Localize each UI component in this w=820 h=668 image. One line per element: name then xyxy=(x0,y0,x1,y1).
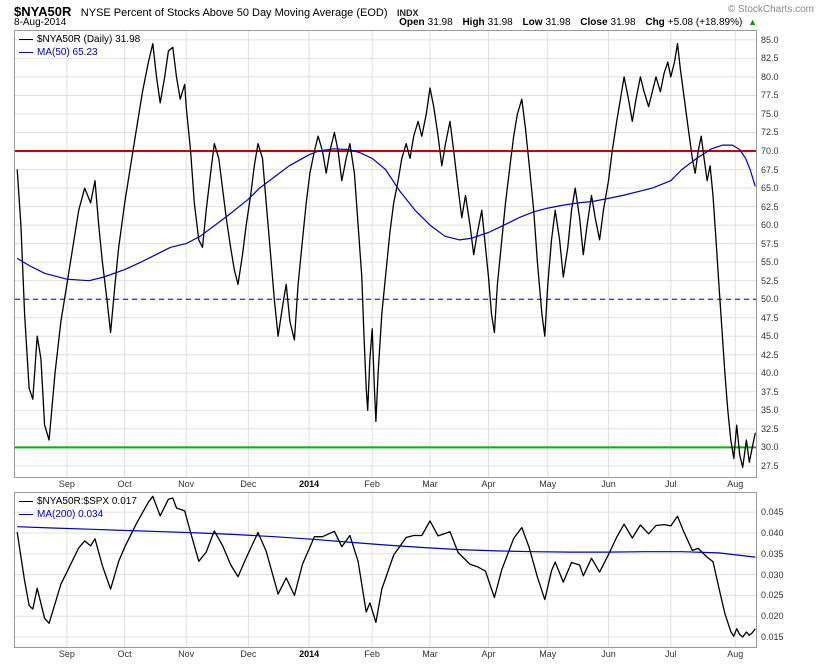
legend-line-swatch xyxy=(19,39,33,40)
main-chart-y-axis: 27.5 30.0 32.5 35.0 37.5 40.0 42.5 45.0 47.5 50.0… xyxy=(761,30,818,478)
y-tick-label: 55.0 xyxy=(761,257,779,268)
x-tick-label: Sep xyxy=(58,479,75,489)
x-tick-label: May xyxy=(539,649,557,659)
high-label: High xyxy=(462,17,485,28)
ratio-chart-y-axis: 0.015 0.020 0.025 0.030 0.035 0.040 0.045 xyxy=(761,492,818,648)
chart-header: $NYA50R NYSE Percent of Stocks Above 50 … xyxy=(14,3,814,19)
y-tick-label: 32.5 xyxy=(761,423,779,434)
x-tick-label: Nov xyxy=(178,649,195,659)
ratio-chart: $NYA50R:$SPX 0.017 MA(200) 0.034 0.015 0.0… xyxy=(0,492,820,648)
legend-label: $NYA50R (Daily) 31.98 xyxy=(37,34,141,45)
y-tick-label: 77.5 xyxy=(761,90,779,101)
y-tick-label: 37.5 xyxy=(761,386,779,397)
y-tick-label: 0.025 xyxy=(761,590,784,601)
x-tick-label: Mar xyxy=(422,479,438,489)
legend-item: MA(200) 0.034 xyxy=(19,508,137,521)
ratio-chart-x-axis: Sep Oct Nov Dec 2014 Feb Mar Apr May Jun Jul Aug xyxy=(0,648,820,662)
ohlc-quote: Open 31.98 High 31.98 Low 31.98 Close 31.98 … xyxy=(399,17,757,28)
x-tick-label: May xyxy=(539,479,557,489)
y-tick-label: 65.0 xyxy=(761,183,779,194)
y-tick-label: 0.030 xyxy=(761,569,784,580)
y-tick-label: 0.015 xyxy=(761,632,784,642)
y-tick-label: 0.035 xyxy=(761,548,784,559)
high-value: 31.98 xyxy=(487,17,513,28)
x-tick-label: Nov xyxy=(178,479,195,489)
y-tick-label: 50.0 xyxy=(761,294,779,305)
y-tick-label: 0.040 xyxy=(761,527,784,538)
legend-label: $NYA50R:$SPX 0.017 xyxy=(37,496,137,507)
x-tick-label: Aug xyxy=(727,479,744,489)
open-label: Open xyxy=(399,17,425,28)
symbol-label: $NYA50R xyxy=(14,4,72,19)
y-tick-label: 42.5 xyxy=(761,349,779,360)
x-tick-label: Apr xyxy=(481,479,496,489)
y-tick-label: 80.0 xyxy=(761,71,779,82)
y-tick-label: 57.5 xyxy=(761,238,779,249)
y-tick-label: 30.0 xyxy=(761,442,779,453)
stockcharts-credit-link[interactable]: © StockCharts.com xyxy=(727,4,814,15)
y-tick-label: 85.0 xyxy=(761,34,779,45)
close-label: Close xyxy=(580,17,608,28)
x-tick-label: Dec xyxy=(240,479,257,489)
x-tick-label: Dec xyxy=(240,649,257,659)
y-tick-label: 40.0 xyxy=(761,368,779,379)
x-tick-label: Jun xyxy=(601,649,616,659)
ratio-chart-legend: $NYA50R:$SPX 0.017 MA(200) 0.034 xyxy=(19,495,137,521)
legend-item: $NYA50R:$SPX 0.017 xyxy=(19,495,137,508)
change-value: +5.08 (+18.89%) xyxy=(667,17,743,28)
y-tick-label: 75.0 xyxy=(761,108,779,119)
legend-label: MA(200) 0.034 xyxy=(37,509,104,520)
change-label: Chg xyxy=(645,17,665,28)
y-tick-label: 52.5 xyxy=(761,275,779,286)
chart-date: 8-Aug-2014 xyxy=(14,17,67,28)
quote-row: 8-Aug-2014 Open 31.98 High 31.98 Low 31.98 … xyxy=(14,17,757,30)
x-tick-label: Feb xyxy=(364,649,380,659)
x-tick-label: 2014 xyxy=(299,479,320,489)
y-tick-label: 47.5 xyxy=(761,312,779,323)
main-chart: $NYA50R (Daily) 31.98 MA(50) 65.23 27.5 30… xyxy=(0,30,820,478)
x-tick-label: Aug xyxy=(727,649,744,659)
legend-line-swatch xyxy=(19,501,33,502)
main-chart-x-axis: Sep Oct Nov Dec 2014 Feb Mar Apr May Jun Jul Aug xyxy=(0,478,820,492)
y-tick-label: 35.0 xyxy=(761,405,779,416)
legend-label: MA(50) 65.23 xyxy=(37,47,98,58)
legend-item: MA(50) 65.23 xyxy=(19,46,140,59)
main-chart-plot: $NYA50R (Daily) 31.98 MA(50) 65.23 xyxy=(14,30,757,478)
open-value: 31.98 xyxy=(427,17,453,28)
x-tick-label: Oct xyxy=(117,649,132,659)
y-tick-label: 27.5 xyxy=(761,460,779,471)
y-tick-label: 45.0 xyxy=(761,331,779,342)
x-tick-label: Apr xyxy=(481,649,496,659)
y-tick-label: 0.020 xyxy=(761,611,784,622)
close-value: 31.98 xyxy=(610,17,636,28)
x-tick-label: Feb xyxy=(364,479,380,489)
x-tick-label: Jul xyxy=(665,649,677,659)
legend-item: $NYA50R (Daily) 31.98 xyxy=(19,33,140,46)
chart-title: NYSE Percent of Stocks Above 50 Day Movi… xyxy=(80,7,388,19)
low-label: Low xyxy=(522,17,543,28)
x-tick-label: Mar xyxy=(422,649,438,659)
exchange-label: INDX xyxy=(396,8,419,18)
low-value: 31.98 xyxy=(545,17,571,28)
ratio-chart-plot: $NYA50R:$SPX 0.017 MA(200) 0.034 xyxy=(14,492,757,648)
up-arrow-icon: ▲ xyxy=(748,17,757,27)
legend-line-swatch xyxy=(19,514,33,515)
legend-line-swatch xyxy=(19,52,33,53)
y-tick-label: 0.045 xyxy=(761,507,784,518)
x-tick-label: Sep xyxy=(58,649,75,659)
y-tick-label: 82.5 xyxy=(761,53,779,64)
main-chart-legend: $NYA50R (Daily) 31.98 MA(50) 65.23 xyxy=(19,33,140,59)
y-tick-label: 60.0 xyxy=(761,220,779,231)
y-tick-label: 62.5 xyxy=(761,201,779,212)
x-tick-label: Jun xyxy=(601,479,616,489)
y-tick-label: 67.5 xyxy=(761,164,779,175)
y-tick-label: 72.5 xyxy=(761,127,779,138)
x-tick-label: Jul xyxy=(665,479,677,489)
x-tick-label: Oct xyxy=(117,479,132,489)
x-tick-label: 2014 xyxy=(299,649,320,659)
y-tick-label: 70.0 xyxy=(761,146,779,157)
